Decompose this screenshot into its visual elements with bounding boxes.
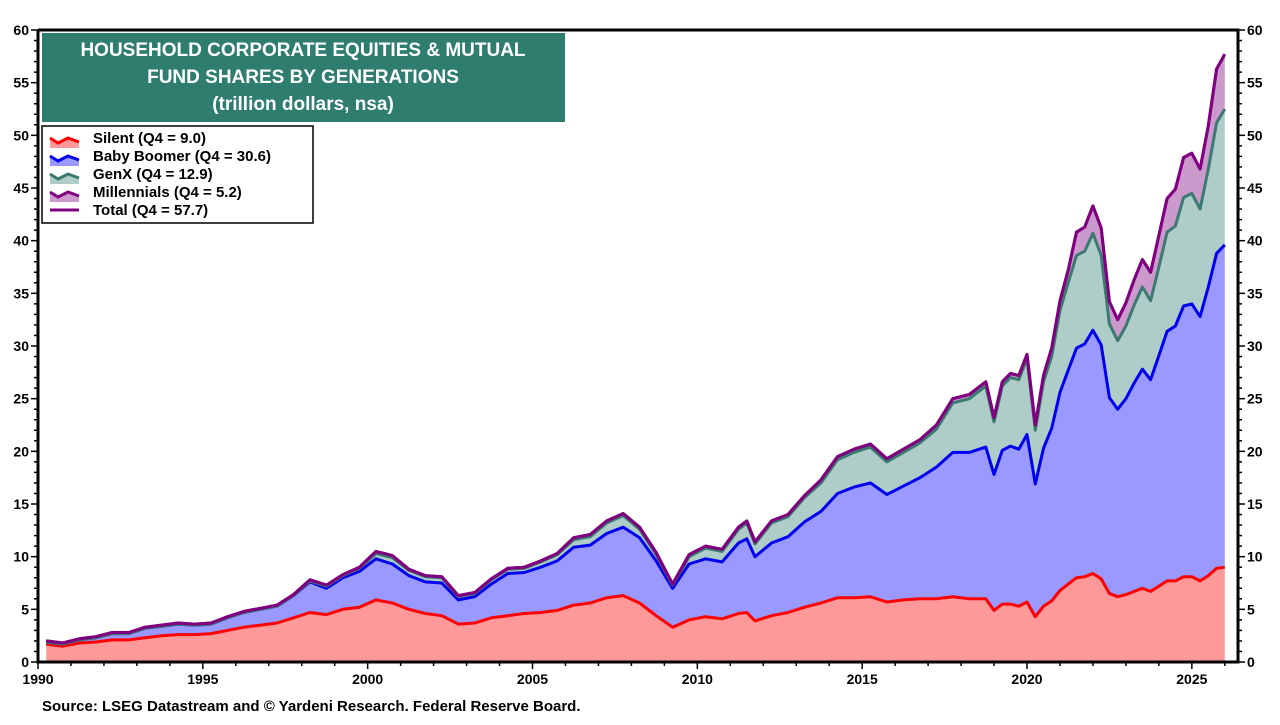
legend-label-millennials: Millennials (Q4 = 5.2) — [93, 184, 242, 201]
chart-subtitle: (trillion dollars, nsa) — [212, 94, 394, 115]
y-tick-label-left: 40 — [13, 233, 29, 249]
x-tick-label: 1990 — [22, 671, 53, 687]
y-tick-label-right: 20 — [1247, 443, 1263, 459]
legend-swatch-baby-boomer-icon — [49, 154, 80, 166]
x-tick-label: 2010 — [682, 671, 713, 687]
y-tick-label-left: 15 — [13, 496, 29, 512]
legend-label-baby-boomer: Baby Boomer (Q4 = 30.6) — [93, 148, 271, 165]
y-tick-label-left: 25 — [13, 391, 29, 407]
legend-swatch-millennials-icon — [49, 190, 80, 202]
legend-swatch-genx-icon — [49, 172, 80, 184]
y-tick-label-right: 50 — [1247, 127, 1263, 143]
chart-title-line-2: FUND SHARES BY GENERATIONS — [147, 67, 459, 88]
legend-label-total: Total (Q4 = 57.7) — [93, 202, 208, 219]
y-tick-label-left: 20 — [13, 443, 29, 459]
y-tick-label-right: 25 — [1247, 391, 1263, 407]
y-tick-label-right: 35 — [1247, 285, 1263, 301]
y-tick-label-left: 60 — [13, 22, 29, 38]
y-tick-label-left: 35 — [13, 285, 29, 301]
line-silent — [46, 565, 1225, 648]
title-background — [42, 33, 565, 122]
y-tick-label-right: 30 — [1247, 338, 1263, 354]
y-tick-label-left: 5 — [21, 601, 29, 617]
y-tick-label-left: 55 — [13, 75, 29, 91]
legend-label-silent: Silent (Q4 = 9.0) — [93, 130, 206, 147]
y-tick-label-right: 40 — [1247, 233, 1263, 249]
y-tick-label-left: 0 — [21, 654, 29, 670]
line-total — [46, 53, 1227, 645]
y-tick-label-right: 55 — [1247, 75, 1263, 91]
legend-swatch-silent-icon — [49, 136, 80, 148]
y-tick-label-left: 50 — [13, 127, 29, 143]
x-tick-label: 2015 — [847, 671, 878, 687]
y-tick-label-left: 30 — [13, 338, 29, 354]
x-tick-label: 1995 — [187, 671, 218, 687]
y-tick-label-right: 5 — [1247, 601, 1255, 617]
legend-label-genx: GenX (Q4 = 12.9) — [93, 166, 213, 183]
y-tick-label-right: 60 — [1247, 22, 1263, 38]
x-tick-label: 2005 — [517, 671, 548, 687]
y-tick-label-left: 45 — [13, 180, 29, 196]
series-areas — [46, 54, 1225, 662]
y-tick-label-right: 10 — [1247, 549, 1263, 565]
y-tick-label-right: 0 — [1247, 654, 1255, 670]
area-silent — [46, 567, 1225, 662]
area-baby-boomer — [46, 244, 1225, 647]
chart-title-box: HOUSEHOLD CORPORATE EQUITIES & MUTUAL FU… — [42, 33, 565, 122]
legend: Silent (Q4 = 9.0) Baby Boomer (Q4 = 30.6… — [41, 125, 314, 224]
series-lines — [46, 53, 1227, 648]
chart-title-line-1: HOUSEHOLD CORPORATE EQUITIES & MUTUAL — [80, 40, 525, 61]
y-tick-label-right: 45 — [1247, 180, 1263, 196]
source-note: Source: LSEG Datastream and © Yardeni Re… — [42, 698, 581, 715]
y-tick-label-right: 15 — [1247, 496, 1263, 512]
x-tick-label: 2020 — [1011, 671, 1042, 687]
x-tick-label: 2000 — [352, 671, 383, 687]
x-tick-label: 2025 — [1176, 671, 1207, 687]
y-tick-label-left: 10 — [13, 549, 29, 565]
